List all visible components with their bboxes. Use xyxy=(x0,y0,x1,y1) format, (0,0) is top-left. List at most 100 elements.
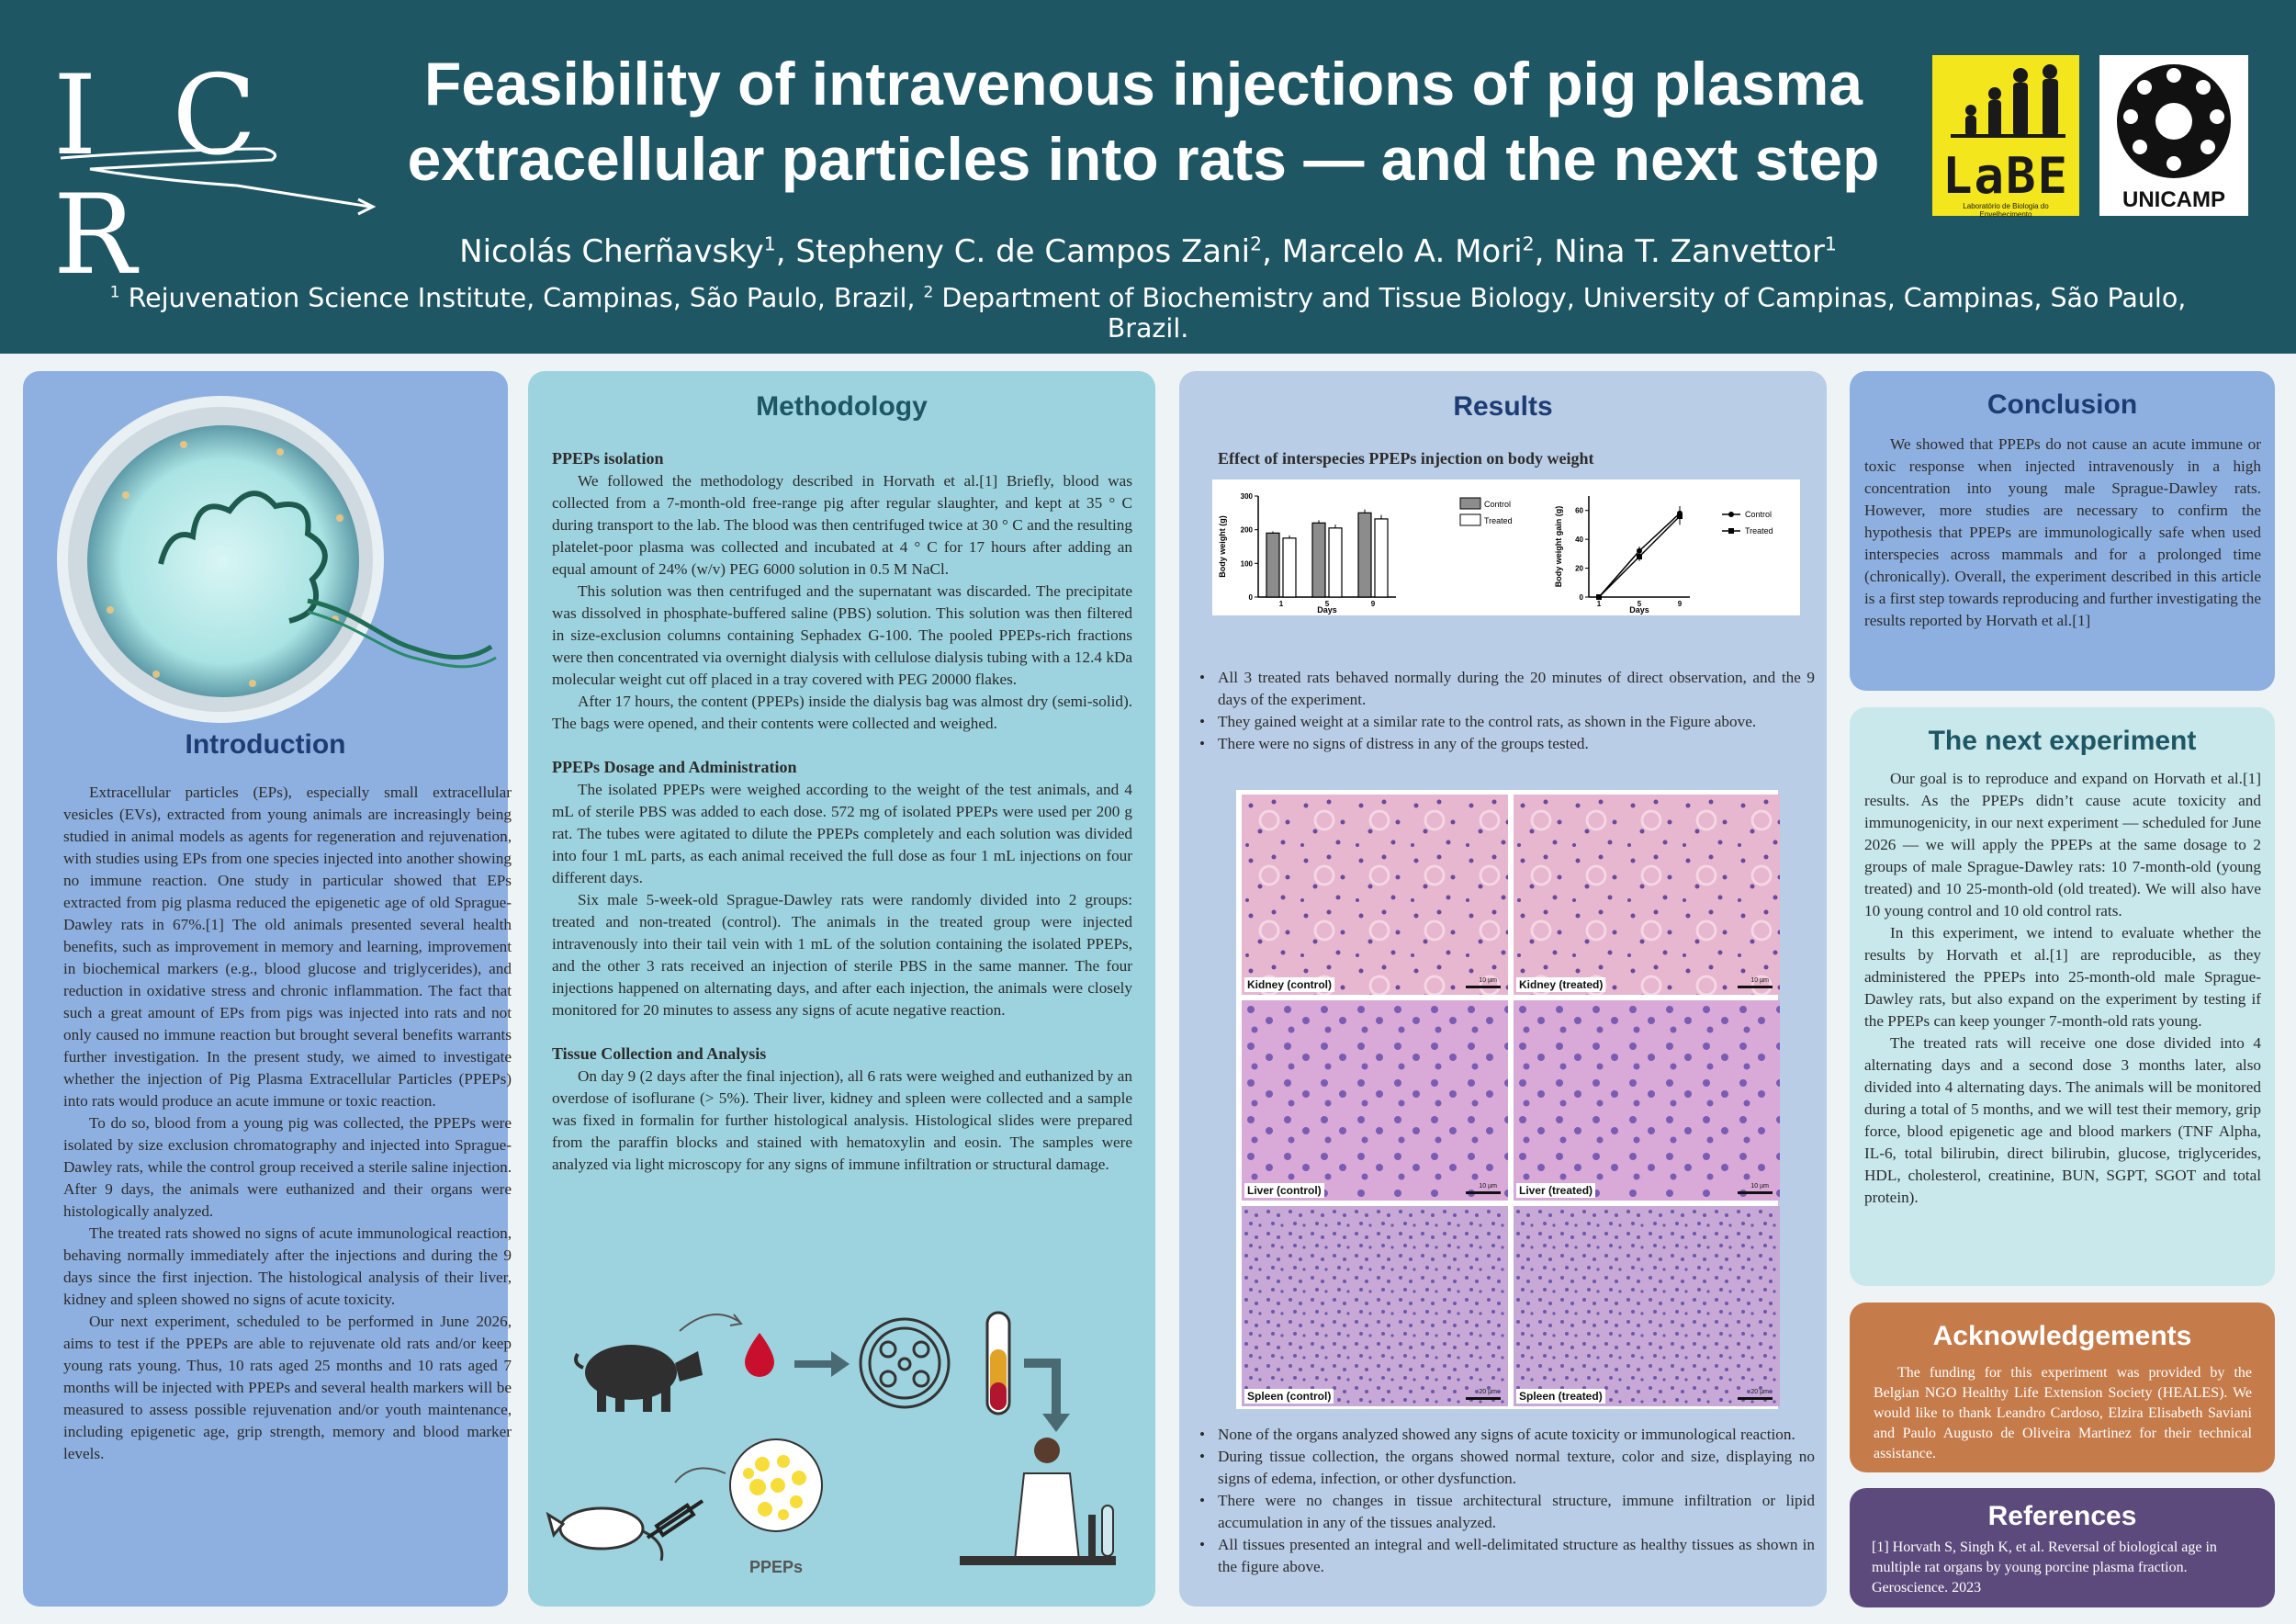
histology-image: Spleen (control) 20 µm xyxy=(1242,1206,1508,1406)
poster-header: I C R Feasibility of intravenous injecti… xyxy=(0,0,2296,354)
result-bullet: All 3 treated rats behaved normally duri… xyxy=(1199,667,1815,711)
blood-drop-icon xyxy=(745,1333,774,1377)
body-weight-figure-title: Effect of interspecies PPEPs injection o… xyxy=(1218,449,1594,468)
methods-paragraph: This solution was then centrifuged and t… xyxy=(552,582,1132,688)
bar-treated xyxy=(1282,537,1297,598)
scale-bar-label: 10 µm xyxy=(1750,1183,1769,1190)
methods-paragraph: We followed the methodology described in… xyxy=(552,472,1132,578)
line-point-treated xyxy=(1596,594,1602,600)
introduction-paragraph: Our next experiment, scheduled to be per… xyxy=(63,1313,512,1462)
bar-chart-x-tick-label: 1 xyxy=(1279,600,1284,608)
histology-figure: Kidney (control) 10 µm Kidney (treated) 10 … xyxy=(1236,790,1780,1409)
result-bullet: All tissues presented an integral and we… xyxy=(1199,1534,1815,1578)
next-experiment-paragraph: In this experiment, we intend to evaluat… xyxy=(1864,924,2261,1030)
histology-label: Liver (control) xyxy=(1244,1183,1324,1198)
extracellular-vesicle-illustration xyxy=(57,396,497,723)
histology-label: Spleen (treated) xyxy=(1516,1389,1605,1404)
affiliations: 1 Rejuvenation Science Institute, Campin… xyxy=(92,283,2204,344)
icr-logo-arrow-icon xyxy=(60,147,377,216)
unicamp-logo: UNICAMP xyxy=(2099,55,2248,216)
line-chart-x-label: Days xyxy=(1629,605,1649,615)
scale-bar-label: 10 µm xyxy=(1750,977,1769,984)
title-line-2: extracellular particles into rats — and … xyxy=(407,125,1880,193)
author-affiliation-sup: 2 xyxy=(1522,232,1535,255)
bar-legend-swatch xyxy=(1459,497,1481,510)
author-affiliation-sup: 1 xyxy=(1824,232,1837,255)
line-chart-y-label: Body weight gain (g) xyxy=(1554,506,1563,588)
methodology-text: PPEPs isolation We followed the methodol… xyxy=(552,446,1132,1176)
scale-bar-label: 20 µm xyxy=(1750,1389,1769,1395)
next-experiment-paragraph: The treated rats will receive one dose d… xyxy=(1864,1034,2261,1206)
scale-bar-label: 10 µm xyxy=(1479,1183,1497,1190)
references-title: References xyxy=(1987,1501,2137,1531)
methods-paragraph: On day 9 (2 days after the final injecti… xyxy=(552,1067,1132,1173)
histology-image: Liver (treated) 10 µm xyxy=(1514,1000,1780,1201)
unicamp-logo-text: UNICAMP xyxy=(2122,187,2225,212)
body-weight-charts: 0 100 200 300 Body weight (g) Days 1 5 9 Control T… xyxy=(1212,479,1800,615)
result-bullet: During tissue collection, the organs sho… xyxy=(1199,1446,1815,1490)
acknowledgements-text: The funding for this experiment was prov… xyxy=(1874,1365,2252,1461)
bar-legend-swatch xyxy=(1459,513,1481,526)
scientist-icon xyxy=(960,1438,1116,1565)
reference-1: [1] Horvath S, Singh K, et al. Reversal … xyxy=(1872,1539,2217,1596)
affiliation-2: Department of Biochemistry and Tissue Bi… xyxy=(933,283,2187,344)
affil-1-sup: 1 xyxy=(109,283,120,302)
scale-bar xyxy=(1738,986,1773,988)
labe-subtitle: Laboratório de Biologia do Envelheciment… xyxy=(1963,202,2049,219)
scale-bar-label: 10 µm xyxy=(1479,977,1497,984)
affiliation-1: Rejuvenation Science Institute, Campinas… xyxy=(119,283,924,313)
line-chart-y-tick-label: 0 xyxy=(1580,593,1584,602)
histology-label: Kidney (control) xyxy=(1244,977,1334,992)
test-tube-icon xyxy=(985,1311,1011,1415)
line-point-treated xyxy=(1677,513,1683,519)
methodology-diagram: PPEPs xyxy=(546,1311,1116,1576)
ppeps-diagram-label: PPEPs xyxy=(749,1558,803,1576)
author-name: Nicolás Cherñavsky xyxy=(459,233,764,270)
section-ppeps-isolation: PPEPs isolation xyxy=(552,449,664,468)
rat-icon xyxy=(546,1506,664,1562)
bar-control xyxy=(1311,522,1326,598)
histology-image: Spleen (treated) 20 µm xyxy=(1514,1206,1780,1406)
bar-chart-x-tick-label: 5 xyxy=(1325,600,1330,608)
affil-2-sup: 2 xyxy=(923,283,934,302)
line-chart-x-tick-label: 5 xyxy=(1638,600,1642,608)
conclusion-text: We showed that PPEPs do not cause an acu… xyxy=(1864,434,2261,632)
next-experiment-title: The next experiment xyxy=(1928,726,2197,756)
line-chart-y-tick-label: 40 xyxy=(1575,536,1583,544)
next-experiment-paragraph: Our goal is to reproduce and expand on H… xyxy=(1864,770,2261,919)
acknowledgements-title: Acknowledgements xyxy=(1932,1321,2192,1351)
section-dosage: PPEPs Dosage and Administration xyxy=(552,758,797,776)
methods-paragraph: The isolated PPEPs were weighed accordin… xyxy=(552,781,1132,886)
bar-chart-x-tick-label: 9 xyxy=(1371,600,1376,608)
methodology-panel: Methodology PPEPs isolation We followed … xyxy=(528,371,1155,1607)
unicamp-emblem-icon xyxy=(2117,64,2231,178)
ppeps-particles-icon xyxy=(729,1438,823,1532)
histology-label: Spleen (control) xyxy=(1244,1389,1334,1404)
histology-image: Kidney (treated) 10 µm xyxy=(1514,795,1780,995)
result-bullet: There were no signs of distress in any o… xyxy=(1199,733,1815,755)
line-legend-marker xyxy=(1728,512,1734,517)
methods-paragraph: After 17 hours, the content (PPEPs) insi… xyxy=(552,693,1132,732)
methodology-title: Methodology xyxy=(756,391,928,422)
bar-chart-y-tick-label: 0 xyxy=(1249,593,1254,602)
methods-paragraph: Six male 5-week-old Sprague-Dawley rats … xyxy=(552,891,1132,1019)
bar-treated xyxy=(1374,518,1389,598)
bar-control xyxy=(1357,512,1372,598)
labe-logo: LaBE Laboratório de Biologia do Envelhec… xyxy=(1932,55,2079,219)
line-chart-y-tick-label: 60 xyxy=(1575,507,1583,515)
line-legend-label: Treated xyxy=(1745,526,1773,536)
line-point-control xyxy=(1637,547,1642,554)
scale-bar xyxy=(1466,1397,1501,1400)
bar-control xyxy=(1266,532,1280,598)
scale-bar-label: 20 µm xyxy=(1479,1389,1497,1395)
introduction-paragraph: Extracellular particles (EPs), especiall… xyxy=(63,784,512,1110)
author-list: Nicolás Cherñavsky1, Stepheny C. de Camp… xyxy=(459,232,1837,270)
conclusion-panel: Conclusion We showed that PPEPs do not c… xyxy=(1850,371,2275,691)
results-bullets-1: All 3 treated rats behaved normally duri… xyxy=(1199,667,1815,755)
result-bullet: They gained weight at a similar rate to … xyxy=(1199,711,1815,733)
references-panel: References [1] Horvath S, Singh K, et al… xyxy=(1850,1488,2275,1607)
scale-bar xyxy=(1738,1397,1773,1400)
line-legend-label: Control xyxy=(1745,510,1772,519)
line-chart-x-tick-label: 9 xyxy=(1678,600,1683,608)
